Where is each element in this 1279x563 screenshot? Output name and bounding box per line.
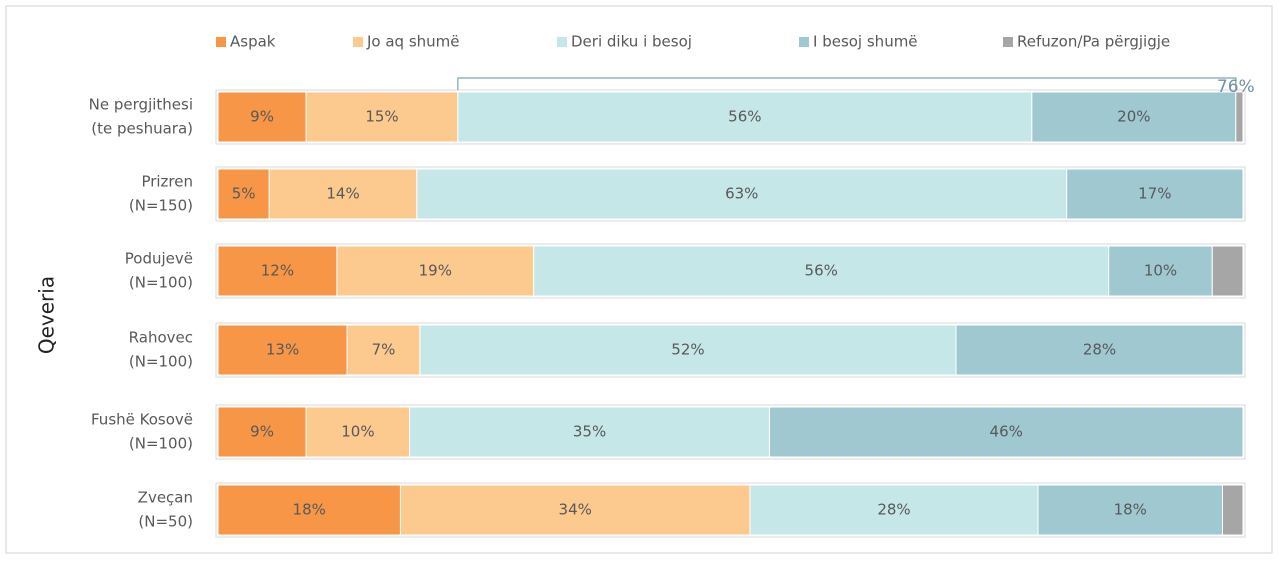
value-label: 56% — [728, 108, 761, 126]
category-label: Zveçan — [138, 489, 193, 507]
bar-segment — [217, 168, 270, 220]
value-label: 18% — [1114, 501, 1147, 519]
category-label: (N=100) — [129, 435, 193, 453]
value-label: 10% — [341, 423, 374, 441]
legend-swatch — [353, 37, 363, 47]
legend-label: Deri diku i besoj — [571, 33, 692, 51]
bar-segment — [346, 324, 421, 376]
category-label: (N=150) — [129, 197, 193, 215]
bar-segment — [457, 91, 1033, 143]
row-frame — [215, 166, 1246, 222]
value-label: 15% — [365, 108, 398, 126]
legend-swatch — [799, 37, 809, 47]
bracket — [457, 77, 1237, 90]
row-frame — [215, 404, 1246, 460]
row-frame — [215, 243, 1246, 299]
bar-segment — [217, 324, 348, 376]
value-label: 46% — [990, 423, 1023, 441]
category-label: (N=100) — [129, 353, 193, 371]
value-label: 12% — [261, 262, 294, 280]
legend-label: Aspak — [230, 33, 276, 51]
bar-segment — [1037, 484, 1223, 536]
bar-segment — [217, 406, 307, 458]
row-frame — [215, 89, 1246, 145]
category-label: (N=50) — [138, 513, 193, 531]
bar-segment — [217, 91, 307, 143]
category-label: Fushë Kosovë — [91, 411, 193, 429]
value-label: 52% — [671, 341, 704, 359]
value-label: 17% — [1138, 185, 1171, 203]
bar-segment — [268, 168, 418, 220]
annotation: 76% — [1217, 77, 1255, 97]
row-frame — [215, 482, 1246, 538]
value-label: 18% — [293, 501, 326, 519]
value-label: 35% — [573, 423, 606, 441]
value-label: 28% — [1083, 341, 1116, 359]
bar-segment — [399, 484, 751, 536]
bar-segment — [217, 484, 401, 536]
value-label: 14% — [326, 185, 359, 203]
value-label: 20% — [1117, 108, 1150, 126]
value-label: 13% — [266, 341, 299, 359]
bar-segment — [749, 484, 1039, 536]
value-label: 10% — [1144, 262, 1177, 280]
bar-segment — [955, 324, 1244, 376]
category-label: Prizren — [141, 173, 193, 191]
bar-segment — [419, 324, 957, 376]
bar-segment — [768, 406, 1244, 458]
category-label: Ne pergjithesi — [89, 96, 193, 114]
y-axis-label: Qeveria — [35, 276, 59, 354]
bar-segment — [1211, 245, 1244, 297]
bar-segment — [1031, 91, 1237, 143]
value-label: 28% — [877, 501, 910, 519]
value-label: 5% — [232, 185, 256, 203]
value-label: 34% — [559, 501, 592, 519]
bar-segment — [336, 245, 535, 297]
legend-swatch — [1003, 37, 1013, 47]
value-label: 19% — [419, 262, 452, 280]
bar-segment — [1066, 168, 1244, 220]
bar-segment — [1222, 484, 1244, 536]
bar-segment — [409, 406, 770, 458]
bar-segment — [533, 245, 1110, 297]
bar-segment — [217, 245, 338, 297]
row-frame — [215, 322, 1246, 378]
value-label: 56% — [805, 262, 838, 280]
value-label: 63% — [725, 185, 758, 203]
category-label: Podujevë — [125, 250, 193, 268]
legend-label: Jo aq shumë — [366, 33, 460, 51]
category-label: (te peshuara) — [91, 120, 193, 138]
bar-segment — [305, 406, 411, 458]
value-label: 9% — [250, 423, 274, 441]
category-label: (N=100) — [129, 274, 193, 292]
bar-segment — [1108, 245, 1213, 297]
legend-swatch — [557, 37, 567, 47]
legend-label: Refuzon/Pa përgjigje — [1017, 33, 1170, 51]
legend-label: I besoj shumë — [813, 33, 918, 51]
bar-segment — [1235, 91, 1244, 143]
value-label: 7% — [372, 341, 396, 359]
category-label: Rahovec — [129, 329, 193, 347]
value-label: 9% — [250, 108, 274, 126]
legend-swatch — [216, 37, 226, 47]
